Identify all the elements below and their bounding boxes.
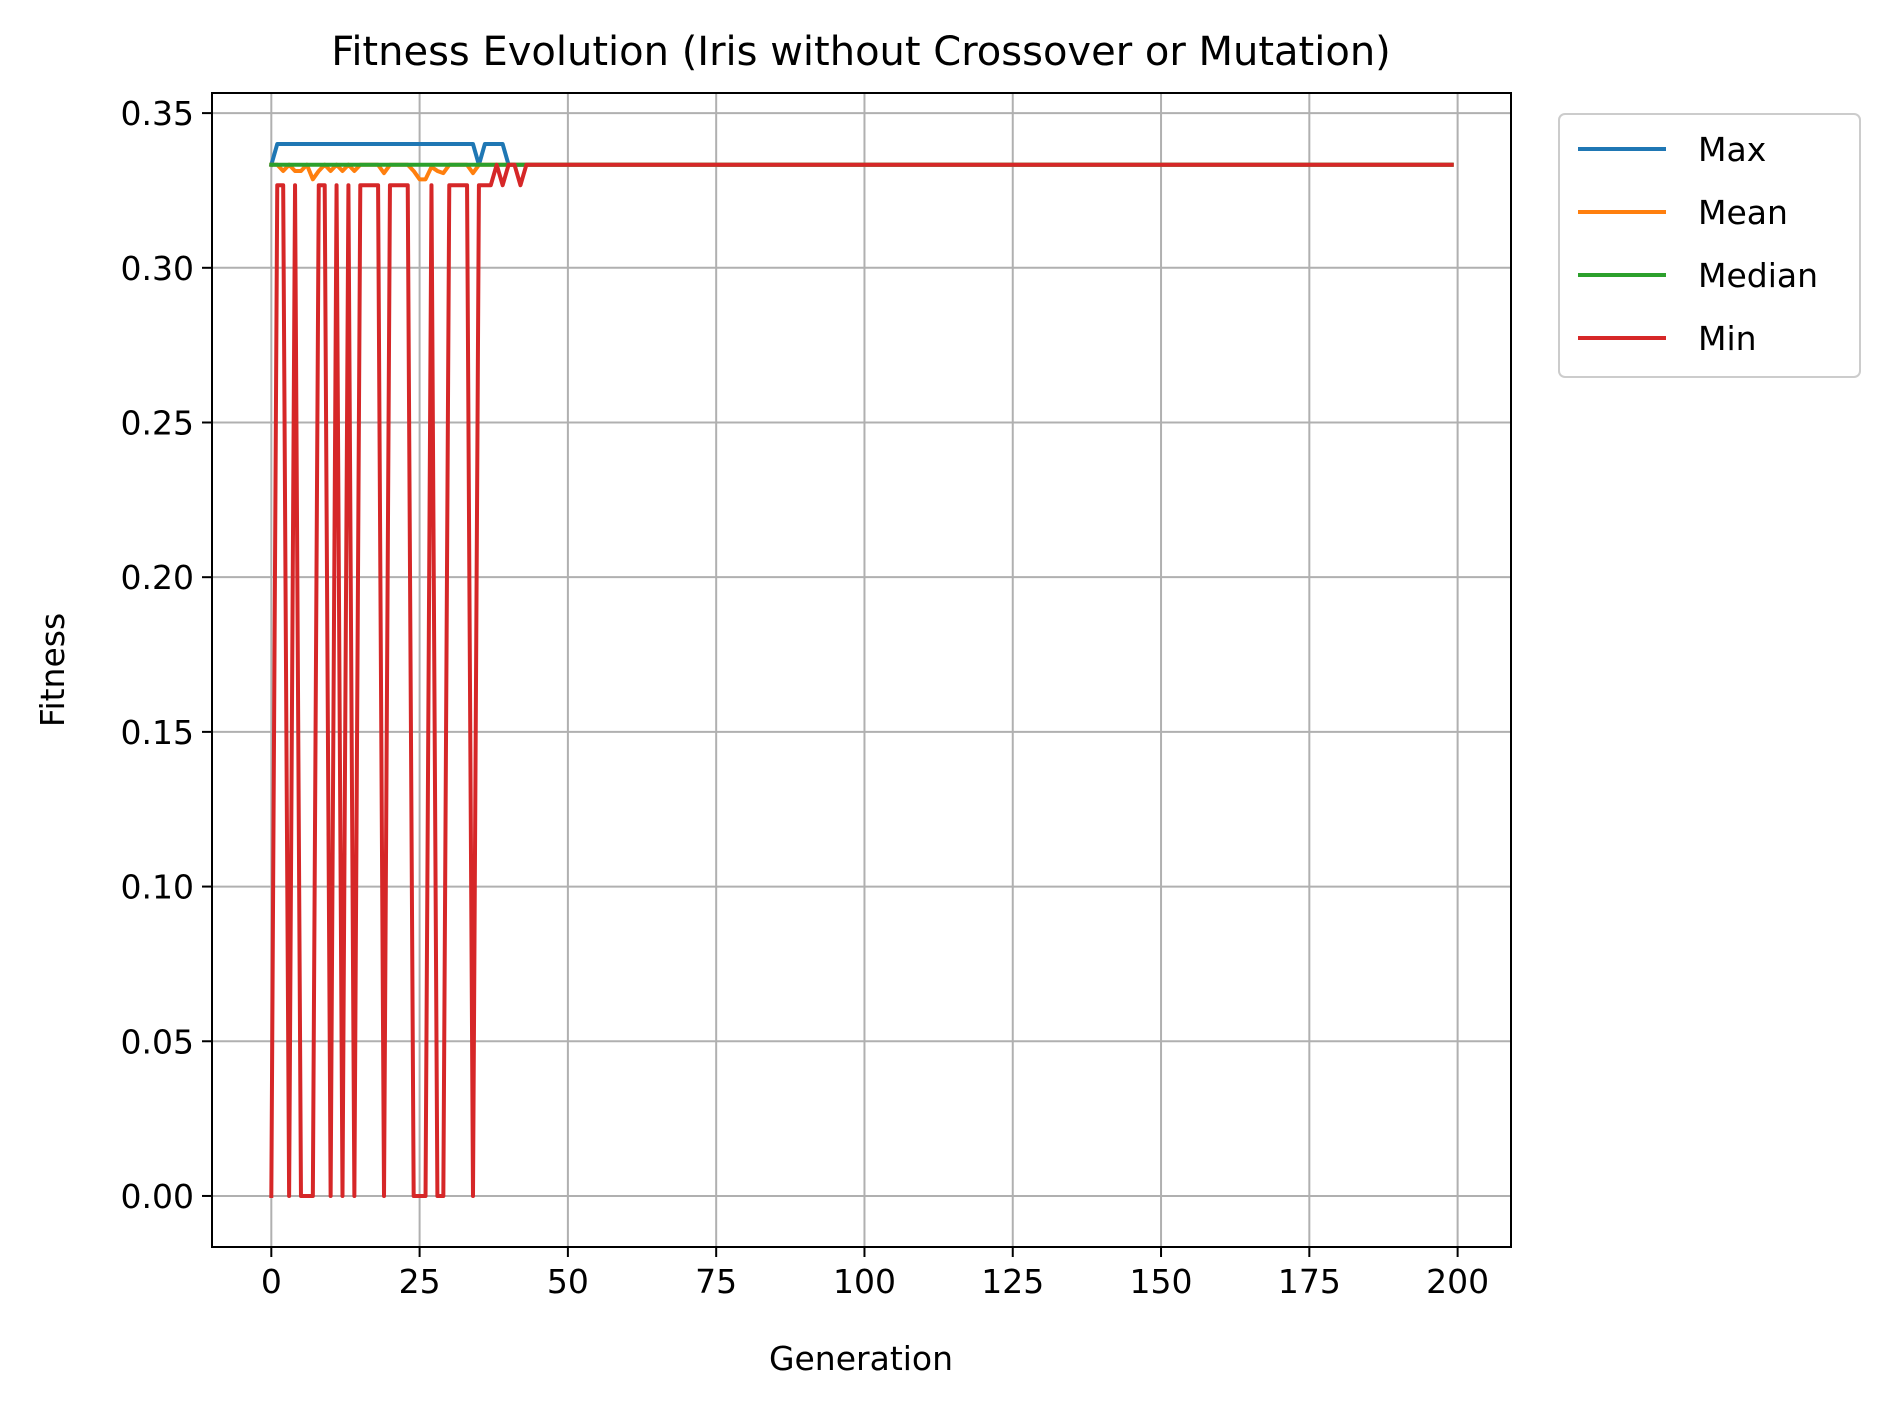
legend: Max Mean Median Min [1558,113,1861,378]
legend-label-mean: Mean [1698,193,1788,232]
x-tick-label: 0 [261,1262,282,1301]
y-tick-label: 0.05 [121,1022,194,1061]
x-tick-label: 175 [1278,1262,1341,1301]
x-axis-label: Generation [769,1339,953,1378]
legend-label-min: Min [1698,319,1757,358]
x-tick-label: 75 [695,1262,737,1301]
y-tick-label: 0.00 [121,1177,194,1216]
plot-area [268,142,1454,1198]
x-axis: 0 25 50 75 100 125 150 175 200 [261,1247,1489,1301]
y-tick-label: 0.30 [121,249,194,288]
x-tick-label: 25 [399,1262,441,1301]
x-tick-label: 125 [981,1262,1044,1301]
y-tick-label: 0.25 [121,403,194,442]
y-tick-label: 0.15 [121,713,194,752]
y-tick-label: 0.10 [121,868,194,907]
x-tick-label: 50 [547,1262,589,1301]
y-axis-label: Fitness [33,613,72,727]
y-tick-label: 0.20 [121,558,194,597]
y-tick-label: 0.35 [121,94,194,133]
legend-box [1558,113,1861,378]
series-line-min [269,162,1454,1198]
x-tick-label: 100 [833,1262,896,1301]
x-tick-label: 150 [1130,1262,1193,1301]
y-axis: 0.00 0.05 0.10 0.15 0.20 0.25 0.30 0.35 [121,94,212,1216]
grid-lines [212,93,1511,1247]
chart-title: Fitness Evolution (Iris without Crossove… [331,29,1391,75]
plot-frame [211,92,1512,1248]
legend-label-max: Max [1698,130,1766,169]
x-tick-label: 200 [1426,1262,1489,1301]
legend-label-median: Median [1698,256,1818,295]
